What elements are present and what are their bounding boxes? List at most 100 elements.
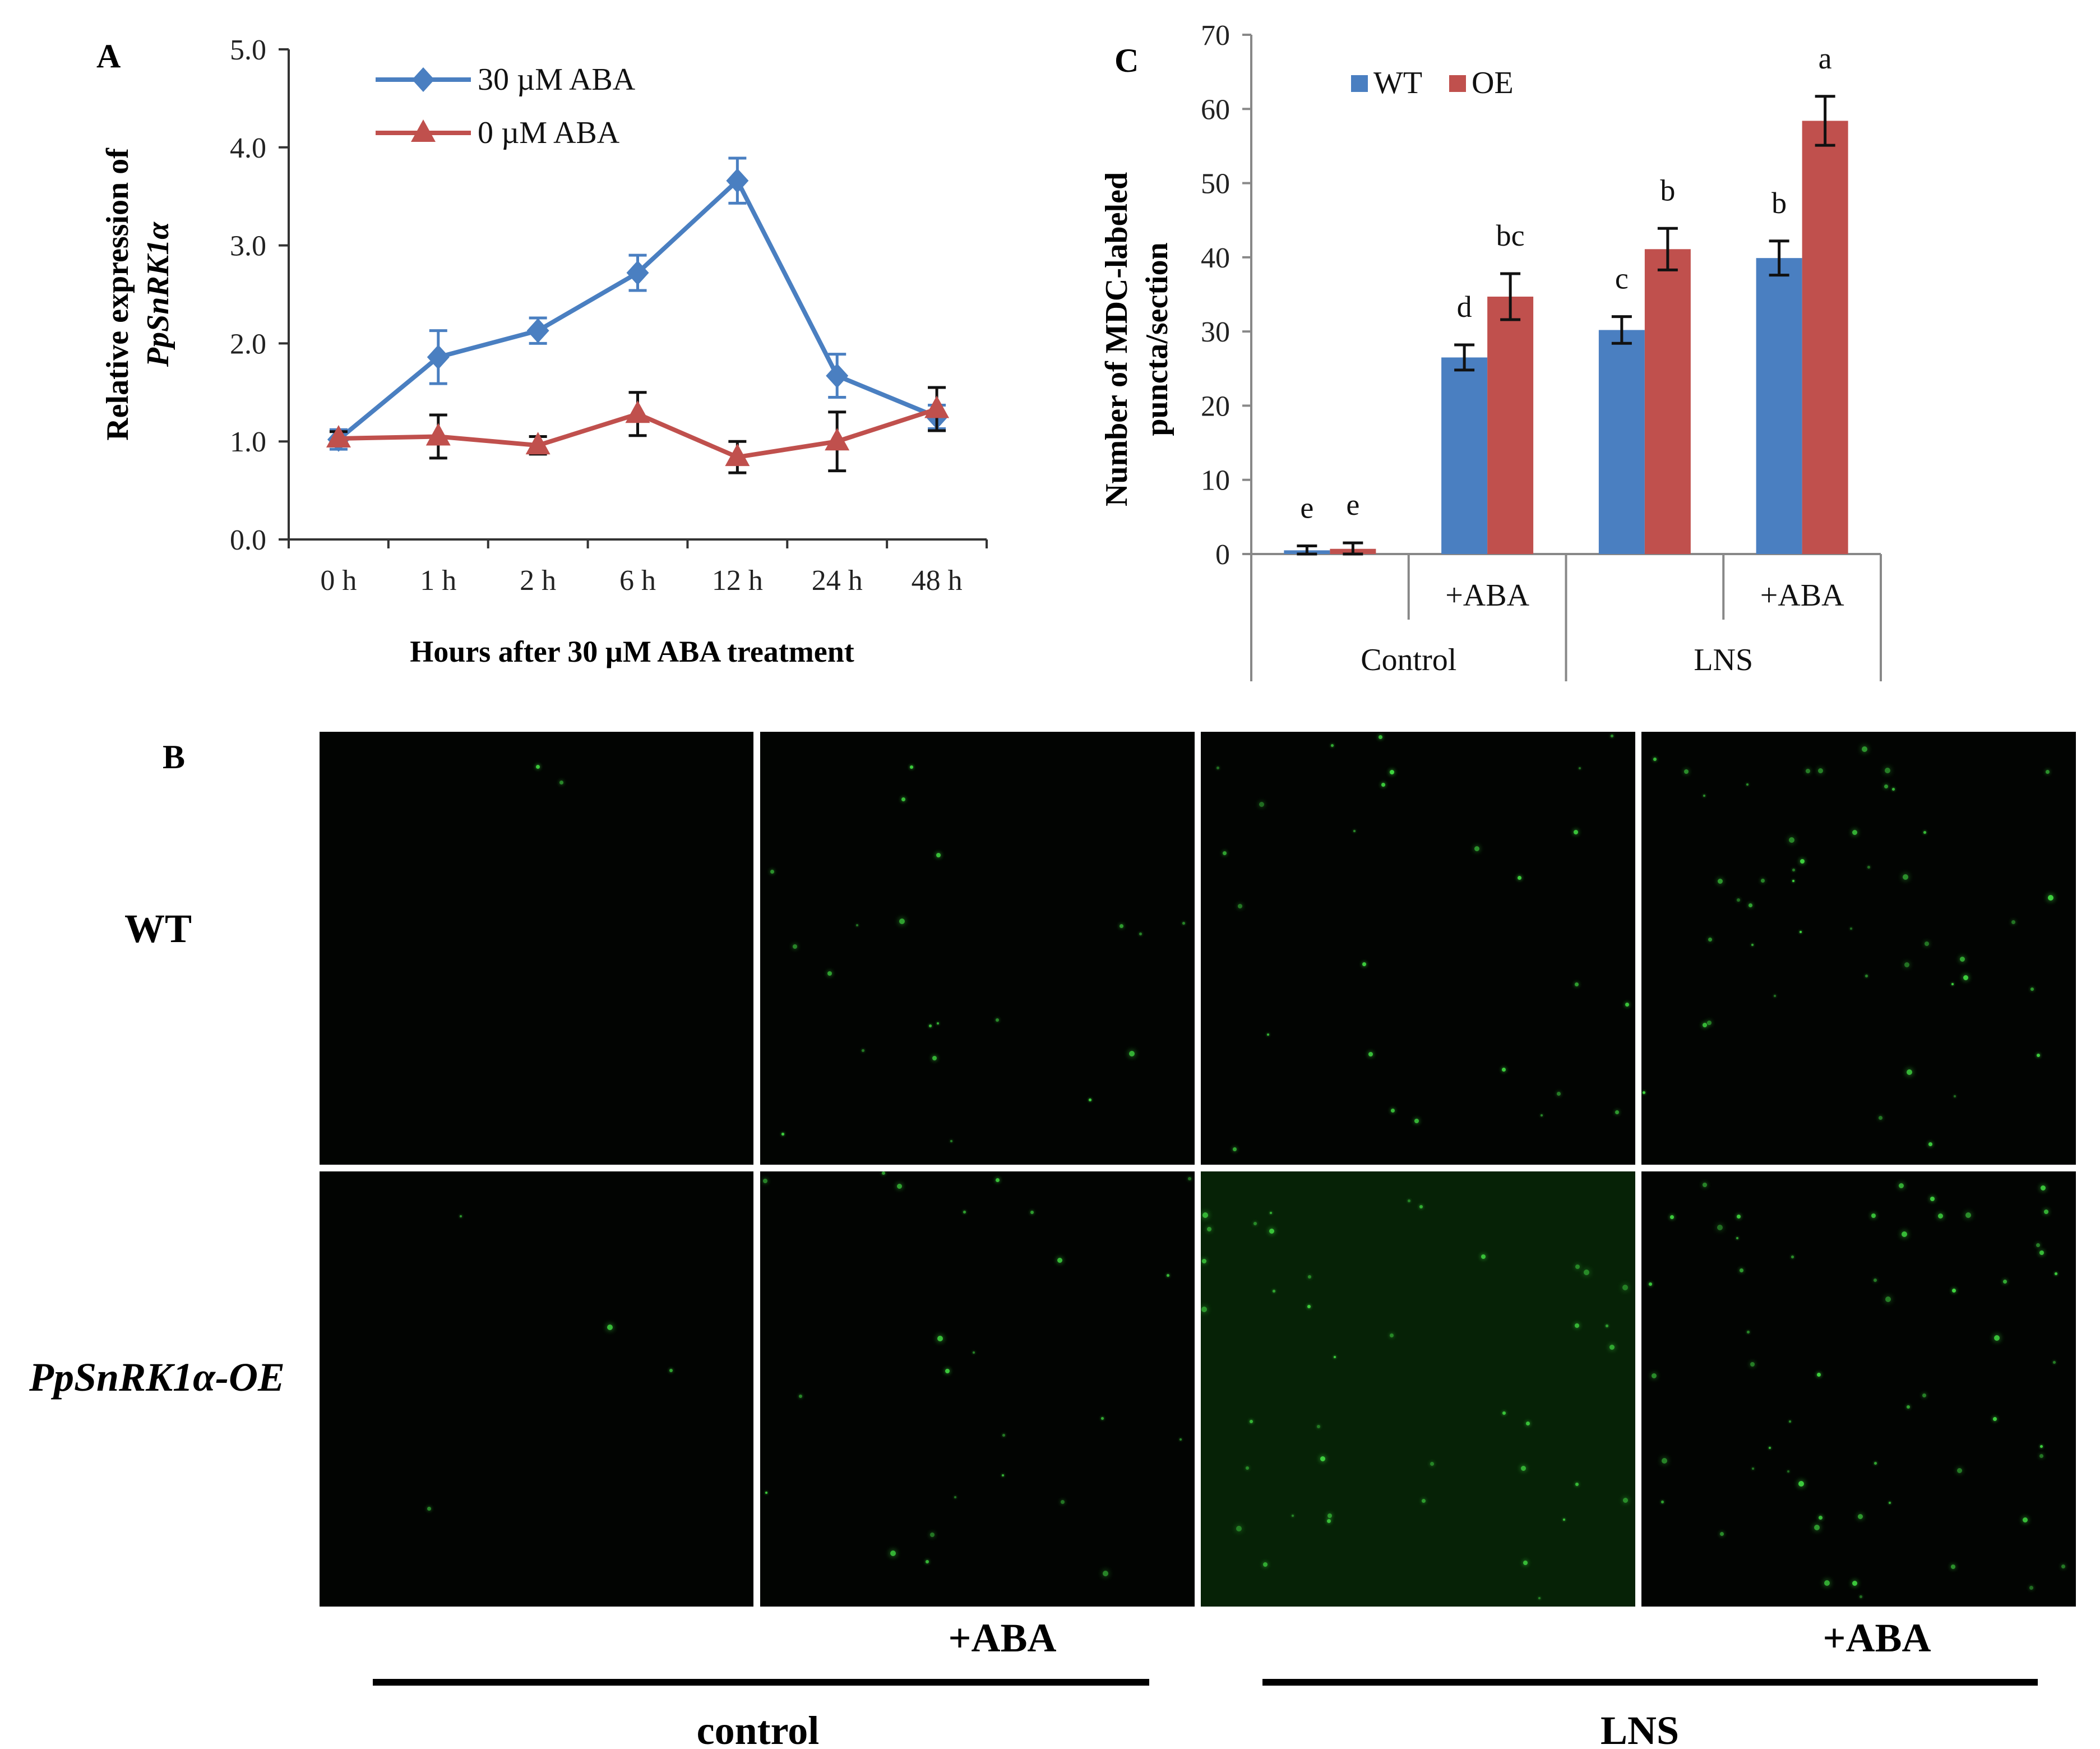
y-axis-title: Relative expression of PpSnRK1α — [100, 147, 175, 441]
fluorescent-punctum — [1965, 1212, 1971, 1218]
fluorescent-punctum — [2036, 1243, 2040, 1247]
group-label-lns: LNS — [1601, 1708, 1679, 1749]
significance-letter: b — [1660, 173, 1675, 207]
fluorescent-punctum — [1922, 1393, 1926, 1397]
legend-swatch — [1351, 75, 1368, 92]
fluorescent-punctum — [1800, 859, 1805, 864]
fluorescent-punctum — [1860, 1595, 1862, 1598]
fluorescent-punctum — [1789, 837, 1794, 843]
fluorescent-punctum — [1885, 768, 1890, 773]
fluorescent-punctum — [1061, 1500, 1065, 1504]
micrograph-oe-lns — [1201, 1171, 1635, 1607]
fluorescent-punctum — [1643, 1091, 1645, 1094]
fluorescent-punctum — [1575, 1323, 1579, 1328]
fluorescent-punctum — [1202, 1212, 1208, 1218]
y-axis-title: Number of MDC-labeled puncta/section — [1099, 172, 1174, 506]
fluorescent-punctum — [2044, 1210, 2048, 1214]
fluorescent-punctum — [963, 1211, 966, 1213]
fluorescent-punctum — [1752, 1468, 1754, 1470]
fluorescent-punctum — [1606, 1325, 1608, 1327]
fluorescent-punctum — [1270, 1212, 1272, 1214]
bar — [1487, 296, 1534, 554]
row-label-oe: PpSnRK1α-OE — [29, 1355, 285, 1400]
fluorescent-punctum — [862, 1049, 864, 1052]
data-point — [726, 168, 749, 193]
data-point — [427, 344, 450, 370]
fluorescent-punctum — [1139, 933, 1142, 935]
category-label: +ABA — [1760, 578, 1844, 613]
significance-letter: c — [1615, 262, 1629, 296]
fluorescent-punctum — [1951, 1565, 1955, 1569]
y-tick-label: 20 — [1201, 390, 1230, 422]
y-tick-label: 4.0 — [230, 132, 266, 164]
x-axis-title: Hours after 30 µM ABA treatment — [410, 635, 854, 668]
fluorescent-punctum — [1649, 1282, 1652, 1286]
fluorescent-punctum — [827, 971, 832, 976]
fluorescent-punctum — [1057, 1258, 1062, 1263]
fluorescent-punctum — [763, 1179, 767, 1183]
fluorescent-punctum — [1858, 1514, 1863, 1519]
fluorescent-punctum — [1334, 1356, 1336, 1358]
col-label-aba-control: +ABA — [948, 1616, 1056, 1660]
fluorescent-punctum — [996, 1018, 999, 1022]
fluorescent-punctum — [1884, 784, 1888, 788]
fluorescent-punctum — [1865, 975, 1868, 977]
fluorescent-punctum — [2053, 1361, 2056, 1364]
fluorescent-punctum — [1002, 1434, 1005, 1437]
fluorescent-punctum — [1824, 1580, 1830, 1586]
fluorescent-punctum — [1419, 1205, 1423, 1208]
fluorescent-punctum — [1518, 876, 1521, 880]
panel-label-c: C — [1114, 42, 1139, 79]
fluorescent-punctum — [536, 765, 540, 769]
fluorescent-punctum — [1408, 1199, 1410, 1202]
fluorescent-punctum — [1223, 851, 1227, 855]
fluorescent-punctum — [929, 1025, 932, 1027]
fluorescent-punctum — [2041, 1185, 2046, 1190]
fluorescent-punctum — [1579, 767, 1581, 769]
fluorescent-punctum — [1703, 1183, 1707, 1187]
fluorescent-punctum — [856, 924, 858, 926]
data-point — [626, 260, 649, 285]
fluorescent-punctum — [1889, 1502, 1891, 1504]
fluorescent-punctum — [1233, 1147, 1237, 1151]
fluorescent-punctum — [1575, 982, 1579, 986]
fluorescent-punctum — [937, 1022, 939, 1025]
fluorescent-punctum — [1749, 903, 1752, 907]
fluorescent-punctum — [1850, 927, 1852, 930]
data-point — [326, 424, 351, 447]
fluorescent-punctum — [1182, 922, 1185, 925]
fluorescent-punctum — [1317, 1425, 1320, 1428]
fluorescent-punctum — [1103, 1571, 1108, 1576]
fluorescent-punctum — [1273, 1290, 1275, 1293]
fluorescent-punctum — [1817, 1373, 1821, 1377]
col-label-aba-lns: +ABA — [1823, 1616, 1931, 1660]
fluorescent-punctum — [1391, 1109, 1395, 1113]
fluorescent-punctum — [799, 1395, 802, 1398]
fluorescent-punctum — [2003, 1280, 2007, 1284]
x-tick-label: 48 h — [912, 565, 963, 597]
fluorescent-punctum — [937, 1336, 943, 1341]
fluorescent-punctum — [781, 1133, 784, 1136]
fluorescent-punctum — [1523, 1561, 1528, 1565]
fluorescent-punctum — [1818, 768, 1823, 773]
fluorescent-punctum — [1874, 1279, 1877, 1282]
fluorescent-punctum — [932, 1056, 937, 1060]
fluorescent-punctum — [2030, 987, 2034, 991]
y-tick-label: 60 — [1201, 94, 1230, 126]
significance-letter: bc — [1496, 219, 1525, 252]
fluorescent-punctum — [1267, 1033, 1269, 1036]
fluorescent-punctum — [460, 1215, 462, 1217]
y-tick-label: 0.0 — [230, 524, 266, 556]
fluorescent-punctum — [1800, 931, 1802, 933]
data-point — [525, 432, 551, 455]
fluorescent-punctum — [669, 1369, 673, 1372]
fluorescent-punctum — [1575, 1265, 1580, 1269]
panel-label-a: A — [96, 38, 121, 75]
fluorescent-punctum — [901, 797, 905, 801]
fluorescent-punctum — [973, 1351, 975, 1354]
significance-letter: b — [1771, 186, 1787, 220]
fluorescent-punctum — [1253, 1222, 1257, 1225]
fluorescent-punctum — [1320, 1456, 1325, 1461]
fluorescent-punctum — [1625, 1003, 1629, 1007]
fluorescent-punctum — [1430, 1462, 1434, 1466]
